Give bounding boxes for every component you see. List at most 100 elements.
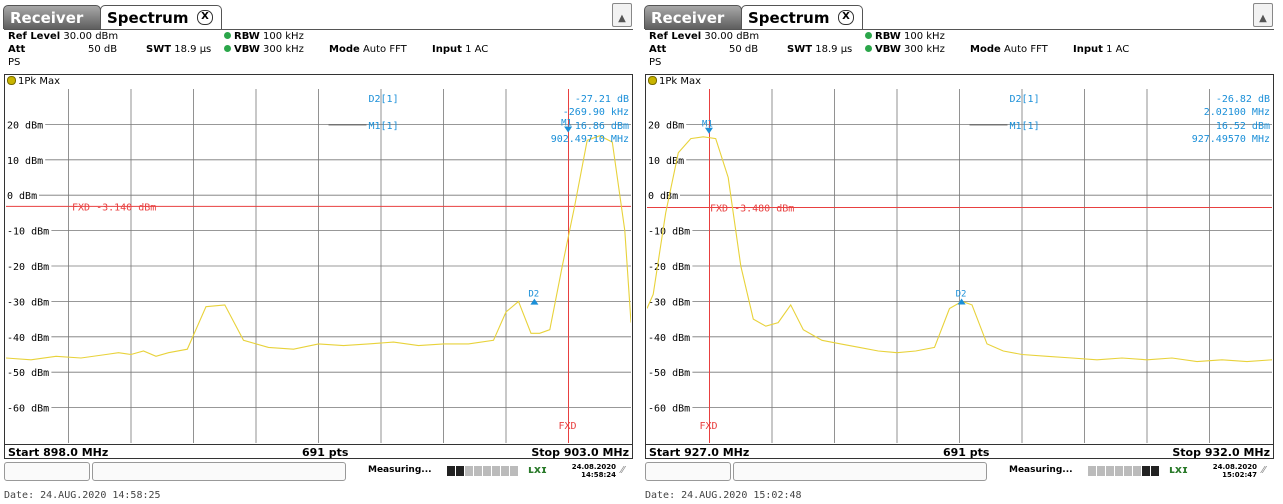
tab-spectrum[interactable]: Spectrum X — [741, 5, 863, 29]
spectrum-plot[interactable]: 20 dBm 10 dBm 0 dBm -10 dBm -20 dBm -30 dBm -4… — [6, 89, 631, 443]
progress-segment — [456, 466, 464, 476]
swt-label: SWT — [146, 44, 172, 55]
trace-label: 1Pk Max — [659, 76, 702, 87]
y-tick-label: -40 dBm — [648, 333, 690, 344]
status-datetime: 24.08.2020 14:58:24 — [560, 463, 616, 479]
start-frequency: Start 898.0 MHz — [8, 446, 109, 459]
resize-grip-icon[interactable]: ⁄⁄ — [1262, 465, 1266, 476]
resize-grip-icon[interactable]: ⁄⁄ — [621, 465, 625, 476]
tab-spectrum[interactable]: Spectrum X — [100, 5, 222, 29]
marker-table-d2-level: -26.82 dB — [1216, 94, 1270, 105]
progress-segment — [510, 466, 518, 476]
swt-value: 18.9 µs — [174, 44, 212, 55]
status-time: 14:58:24 — [581, 471, 616, 479]
y-tick-label-bg — [6, 401, 52, 413]
close-tab-icon[interactable]: X — [838, 10, 854, 25]
marker-table-m1-level: 16.86 dBm — [575, 121, 629, 132]
status-field-2[interactable] — [92, 462, 346, 481]
progress-segment — [1097, 466, 1105, 476]
stop-frequency: Stop 903.0 MHz — [531, 446, 629, 459]
ref-level-value: 30.00 dBm — [704, 31, 760, 42]
y-tick-label: -10 dBm — [648, 227, 690, 238]
fxd-frequency-label: FXD — [700, 421, 718, 432]
display-config-icon[interactable]: ▲ — [612, 3, 632, 27]
y-tick-label-bg — [647, 189, 680, 201]
spectrum-display-frame[interactable] — [4, 74, 633, 459]
rbw-label: RBW — [875, 31, 901, 42]
coupled-indicator-icon — [865, 45, 872, 52]
progress-segment — [447, 466, 455, 476]
rbw-label: RBW — [234, 31, 260, 42]
marker-d2-label: D2 — [528, 290, 539, 300]
spectrum-display-frame[interactable] — [645, 74, 1274, 459]
marker-d2-label: D2 — [956, 289, 967, 299]
y-tick-label-bg — [647, 330, 693, 342]
y-tick-label: -20 dBm — [7, 262, 49, 273]
ref-level-label: Ref Level — [649, 31, 702, 42]
att-setting: Att — [649, 44, 666, 55]
y-tick-label-bg — [647, 118, 687, 130]
tab-spectrum-label: Spectrum — [748, 9, 830, 27]
status-bar: Measuring... ʟxɪ 24.08.2020 15:02:47 ⁄⁄ — [645, 460, 1274, 482]
progress-segment — [1115, 466, 1123, 476]
display-config-icon[interactable]: ▲ — [1253, 3, 1273, 27]
status-bar: Measuring... ʟxɪ 24.08.2020 14:58:24 ⁄⁄ — [4, 460, 633, 482]
input-setting: Input 1 AC — [1073, 44, 1129, 55]
trace-dot-icon — [648, 76, 657, 85]
measuring-status: Measuring... — [368, 465, 432, 475]
rbw-value: 100 kHz — [904, 31, 945, 42]
status-field-1[interactable] — [4, 462, 90, 481]
spectrum-panel-right: Receiver Spectrum X ▲ Ref Level 30.00 dBm… — [641, 0, 1277, 504]
swt-value: 18.9 µs — [815, 44, 853, 55]
marker-m1-label: M1 — [561, 119, 572, 129]
spectrum-plot[interactable]: 20 dBm 10 dBm 0 dBm -10 dBm -20 dBm -30 dBm -4… — [647, 89, 1272, 443]
progress-segment — [1106, 466, 1114, 476]
divider — [645, 29, 1274, 30]
input-setting: Input 1 AC — [432, 44, 488, 55]
progress-segment — [1088, 466, 1096, 476]
y-tick-label: 10 dBm — [7, 156, 43, 167]
y-tick-label-bg — [647, 401, 693, 413]
mode-value: Auto FFT — [362, 44, 407, 55]
y-tick-label: 10 dBm — [648, 156, 684, 167]
marker-table-d2-name: D2[1] — [1010, 94, 1040, 105]
marker-table-m1-freq: 927.49570 MHz — [1192, 134, 1270, 145]
trace-1-line — [647, 136, 1272, 363]
y-tick-label-bg — [6, 189, 39, 201]
y-tick-label-bg — [6, 224, 52, 236]
y-tick-label: -60 dBm — [7, 404, 49, 415]
lxi-icon: ʟxɪ — [528, 463, 548, 476]
settings-row-1: Ref Level 30.00 dBm — [8, 31, 118, 42]
trace-dot-icon — [7, 76, 16, 85]
close-tab-icon[interactable]: X — [197, 10, 213, 25]
ps-indicator: PS — [8, 57, 21, 68]
att-value: 50 dB — [729, 44, 759, 55]
swt-setting: SWT 18.9 µs — [787, 44, 852, 55]
input-label: Input — [432, 44, 462, 55]
marker-m1-icon — [704, 127, 713, 134]
y-tick-label-bg — [6, 366, 52, 378]
y-tick-label-bg — [647, 260, 693, 271]
y-tick-label-bg — [647, 153, 687, 165]
marker-table-m1-name: M1[1] — [369, 121, 399, 132]
y-tick-label-bg — [647, 295, 693, 307]
fxd-threshold-label: FXD -3.480 dBm — [710, 204, 794, 215]
status-field-2[interactable] — [733, 462, 987, 481]
rbw-setting: RBW 100 kHz — [224, 31, 304, 42]
tab-receiver[interactable]: Receiver — [644, 5, 742, 29]
y-tick-label-bg — [6, 118, 46, 130]
y-tick-label-bg — [647, 224, 693, 236]
status-field-1[interactable] — [645, 462, 731, 481]
start-frequency: Start 927.0 MHz — [649, 446, 750, 459]
progress-segment — [465, 466, 473, 476]
progress-bar — [447, 466, 522, 476]
trace-indicator: 1Pk Max — [648, 76, 701, 87]
progress-segment — [492, 466, 500, 476]
settings-row-1: Ref Level 30.00 dBm — [649, 31, 759, 42]
coupled-indicator-icon — [865, 32, 872, 39]
y-tick-label-bg — [647, 366, 693, 378]
marker-table-d2-level: -27.21 dB — [575, 94, 629, 105]
vbw-value: 300 kHz — [904, 44, 945, 55]
tab-receiver[interactable]: Receiver — [3, 5, 101, 29]
print-date: Date: 24.AUG.2020 15:02:48 — [645, 490, 802, 501]
